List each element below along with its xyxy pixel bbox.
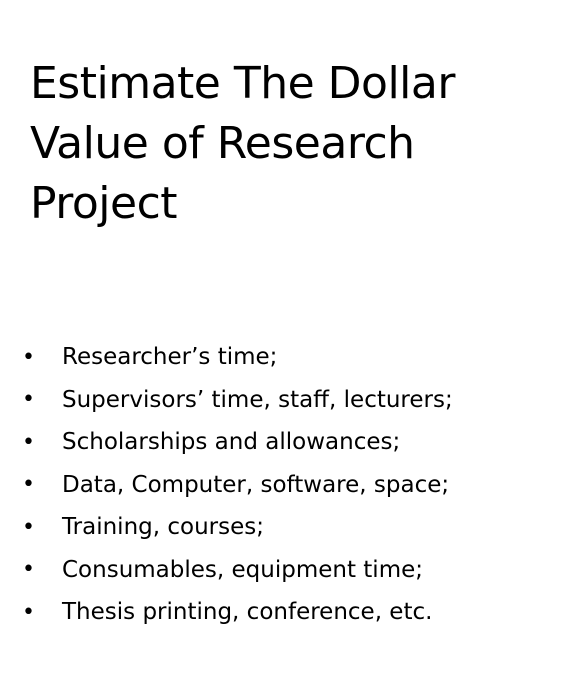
list-item: • Supervisors’ time, staff, lecturers; [20, 379, 570, 422]
bullet-icon: • [22, 472, 35, 498]
list-item-text: Training, courses; [62, 514, 264, 541]
list-item: • Scholarships and allowances; [20, 421, 570, 464]
list-item-text: Consumables, equipment time; [62, 556, 424, 583]
bullet-icon: • [22, 344, 35, 370]
list-item: • Data, Computer, software, space; [20, 464, 570, 507]
list-item-text: Thesis printing, conference, etc. [62, 599, 433, 626]
bullet-icon: • [22, 599, 35, 625]
list-item-text: Supervisors’ time, staff, lecturers; [62, 386, 453, 413]
list-item: • Training, courses; [20, 506, 570, 549]
list-item-text: Data, Computer, software, space; [62, 471, 450, 498]
bullet-icon: • [22, 514, 35, 540]
list-item-text: Researcher’s time; [62, 344, 278, 371]
slide-title: Estimate The Dollar Value of Research Pr… [30, 58, 455, 229]
list-item: • Thesis printing, conference, etc. [20, 591, 570, 634]
list-item: • Consumables, equipment time; [20, 549, 570, 592]
bullet-icon: • [22, 429, 35, 455]
bullet-icon: • [22, 387, 35, 413]
bullet-list: • Researcher’s time; • Supervisors’ time… [20, 336, 570, 634]
list-item: • Researcher’s time; [20, 336, 570, 379]
list-item-text: Scholarships and allowances; [62, 429, 401, 456]
bullet-icon: • [22, 557, 35, 583]
